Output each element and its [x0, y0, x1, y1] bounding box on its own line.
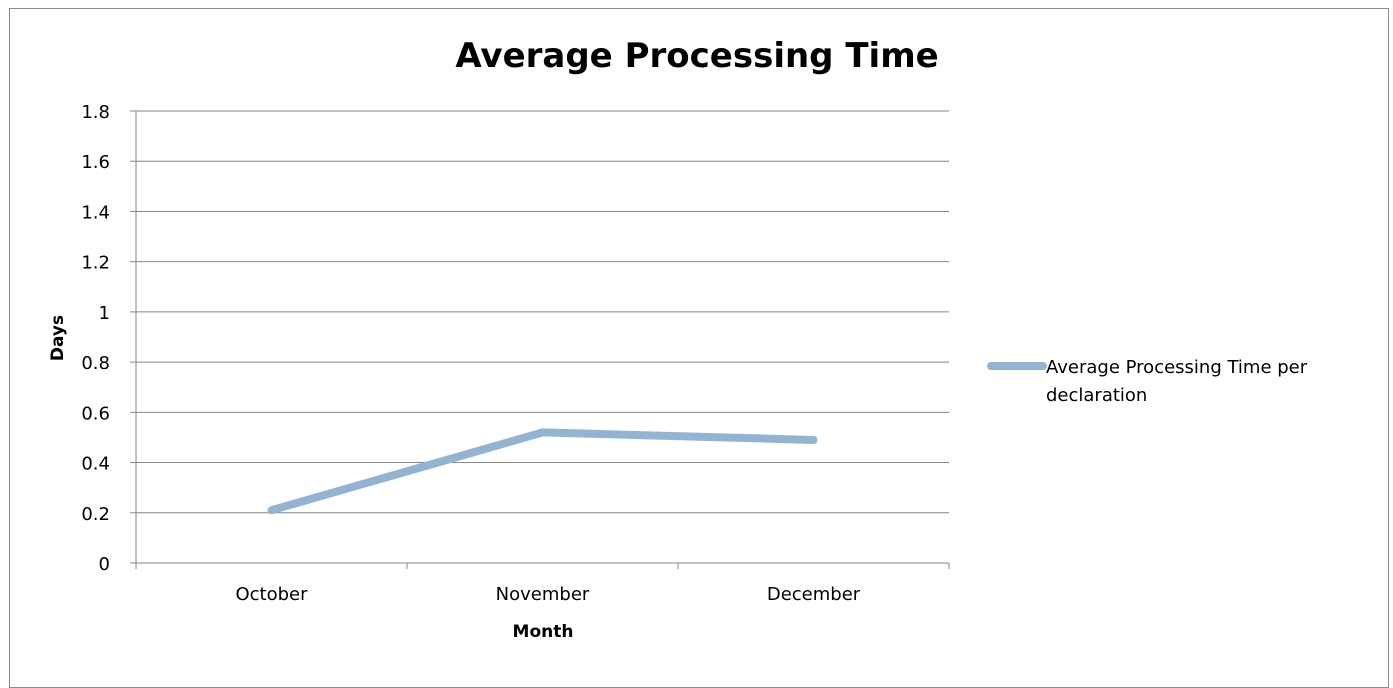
- legend: Average Processing Time per declaration: [987, 357, 1308, 406]
- y-tick-labels: 0 0.2 0.4 0.6 0.8 1 1.2 1.4 1.6 1.8: [81, 102, 110, 575]
- data-point: [813, 439, 814, 441]
- y-tick-label: 0: [99, 554, 110, 575]
- series-line: [267, 428, 818, 515]
- x-tick-label: November: [496, 584, 590, 605]
- y-tick-label: 0.2: [81, 504, 110, 525]
- chart-frame: [9, 8, 1389, 688]
- y-axis-title: Days: [48, 315, 68, 361]
- y-tick-label: 1.8: [81, 102, 110, 123]
- x-tick-label: October: [235, 584, 308, 605]
- x-tick-label: December: [767, 584, 861, 605]
- data-point: [271, 509, 272, 511]
- y-tick-label: 1.2: [81, 253, 110, 274]
- axes: [130, 110, 950, 569]
- gridlines: [136, 110, 949, 514]
- y-tick-label: 1: [99, 303, 110, 324]
- data-point: [542, 431, 543, 433]
- series-lines: [267, 428, 818, 515]
- y-tick-label: 0.4: [81, 454, 110, 475]
- y-tick-label: 0.6: [81, 403, 110, 424]
- x-tick-labels: October November December: [235, 584, 860, 605]
- y-tick-label: 0.8: [81, 353, 110, 374]
- y-tick-label: 1.4: [81, 202, 110, 223]
- legend-label: Average Processing Time per declaration: [1046, 357, 1308, 406]
- chart-title: Average Processing Time: [455, 36, 938, 76]
- x-axis-title: Month: [513, 622, 574, 642]
- y-tick-label: 1.6: [81, 152, 110, 173]
